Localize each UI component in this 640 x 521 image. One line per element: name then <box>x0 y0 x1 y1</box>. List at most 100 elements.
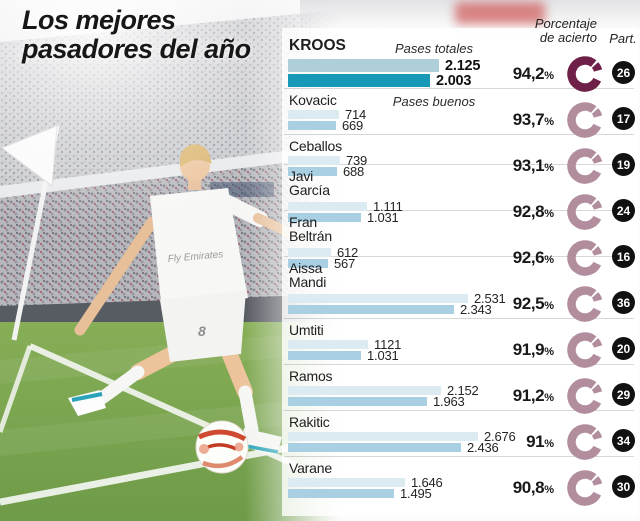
good-passes-bar <box>288 397 427 406</box>
good-passes-bar <box>288 489 394 498</box>
good-passes-value: 688 <box>343 163 365 179</box>
column-header-accuracy: Porcentaje de acierto <box>505 16 597 46</box>
accuracy-header-line-2: de acierto <box>539 30 597 46</box>
total-passes-value: 2.152 <box>447 382 479 398</box>
total-passes-bar <box>288 202 367 211</box>
row-separator <box>284 410 634 411</box>
good-passes-value: 1.031 <box>367 347 399 363</box>
appearances-badge: 24 <box>612 199 635 222</box>
page-title: Los mejores pasadores del año <box>22 5 251 64</box>
good-passes-bar <box>288 351 361 360</box>
row-separator <box>284 318 634 319</box>
title-line-1: Los mejores <box>22 5 176 35</box>
appearances-badge: 34 <box>612 429 635 452</box>
percent-sign: % <box>544 254 554 266</box>
donut-ring <box>567 332 603 368</box>
total-passes-value: 2.676 <box>484 428 516 444</box>
row-separator <box>284 134 634 135</box>
donut-ring <box>567 470 603 506</box>
percent-sign: % <box>544 300 554 312</box>
player-name: Ramos <box>289 369 333 383</box>
good-passes-value: 2.436 <box>467 439 499 455</box>
total-passes-value: 739 <box>346 152 368 168</box>
total-passes-bar <box>288 478 405 487</box>
accuracy-value: 91,9% <box>478 339 554 363</box>
accuracy-donut-icon <box>566 147 604 190</box>
good-passes-bar <box>288 305 454 314</box>
accuracy-donut-icon <box>566 469 604 512</box>
appearances-badge: 20 <box>612 337 635 360</box>
appearances-badge: 36 <box>612 291 635 314</box>
accuracy-donut-icon <box>566 285 604 328</box>
player-name: KROOS <box>289 38 346 54</box>
player-name: Aissa Mandi <box>289 261 326 289</box>
total-passes-bar-line: 1.646 <box>288 474 443 490</box>
accuracy-value: 92,8% <box>478 201 554 225</box>
total-passes-value: 612 <box>337 244 359 260</box>
donut-ring <box>567 56 603 92</box>
percent-sign: % <box>544 162 554 174</box>
accuracy-value: 91% <box>478 431 554 455</box>
row-separator <box>284 210 634 211</box>
total-passes-bar <box>288 386 441 395</box>
donut-ring <box>567 148 603 184</box>
player-name: Javi García <box>289 169 330 197</box>
total-passes-bar-line: 2.531 <box>288 292 506 305</box>
total-passes-bar <box>288 340 368 349</box>
good-passes-bar-line: 2.436 <box>288 439 499 455</box>
accuracy-number: 91,9 <box>512 340 545 359</box>
ball-icon <box>195 420 249 474</box>
appearances-badge: 30 <box>612 475 635 498</box>
accuracy-value: 93,1% <box>478 155 554 179</box>
good-passes-value: 567 <box>334 255 356 271</box>
good-passes-bar-line: 1.031 <box>288 347 399 363</box>
total-passes-bar <box>288 59 439 72</box>
good-passes-value: 1.031 <box>367 209 399 225</box>
accuracy-value: 90,8% <box>478 477 554 501</box>
good-passes-bar-line: 1.495 <box>288 487 432 500</box>
good-passes-bar <box>288 121 336 130</box>
good-passes-bar <box>288 74 430 87</box>
player-name-line: García <box>289 182 330 198</box>
appearances-badge: 26 <box>612 61 635 84</box>
player-name-line: Ceballos <box>289 138 342 154</box>
accuracy-donut-icon <box>566 55 604 98</box>
accuracy-donut-icon <box>566 239 604 282</box>
player-name: Rakitic <box>289 415 330 429</box>
donut-ring <box>567 286 603 322</box>
player-name: Umtiti <box>289 323 324 337</box>
percent-sign: % <box>544 346 554 358</box>
percent-sign: % <box>544 438 554 450</box>
appearances-badge: 17 <box>612 107 635 130</box>
total-passes-bar-line: 2.125 <box>288 57 481 74</box>
total-passes-value: 2.125 <box>445 57 481 74</box>
legend-total-passes: Pases totales <box>394 41 474 56</box>
shorts-number: 8 <box>198 323 206 339</box>
player-name-line: Umtiti <box>289 322 324 338</box>
accuracy-donut-icon <box>566 377 604 420</box>
row-separator <box>284 88 634 89</box>
good-passes-value: 1.963 <box>433 393 465 409</box>
total-passes-bar <box>288 110 339 119</box>
accuracy-number: 92,8 <box>512 202 545 221</box>
accuracy-value: 91,2% <box>478 385 554 409</box>
percent-sign: % <box>544 484 554 496</box>
total-passes-bar <box>288 294 468 303</box>
donut-ring <box>567 424 603 460</box>
accuracy-donut-icon <box>566 193 604 236</box>
total-passes-bar <box>288 432 478 441</box>
good-passes-value: 2.003 <box>436 72 472 89</box>
row-separator <box>284 364 634 365</box>
accuracy-value: 92,6% <box>478 247 554 271</box>
player-name-line: Beltrán <box>289 228 332 244</box>
accuracy-number: 93,1 <box>512 156 545 175</box>
appearances-badge: 19 <box>612 153 635 176</box>
player-name: Kovacic <box>289 93 337 107</box>
appearances-badge: 29 <box>612 383 635 406</box>
row-separator <box>284 456 634 457</box>
total-passes-value: 1.646 <box>411 474 443 490</box>
good-passes-bar-line: 2.343 <box>288 303 492 316</box>
accuracy-header-line-1: Porcentaje <box>534 16 597 31</box>
row-separator <box>284 164 634 165</box>
